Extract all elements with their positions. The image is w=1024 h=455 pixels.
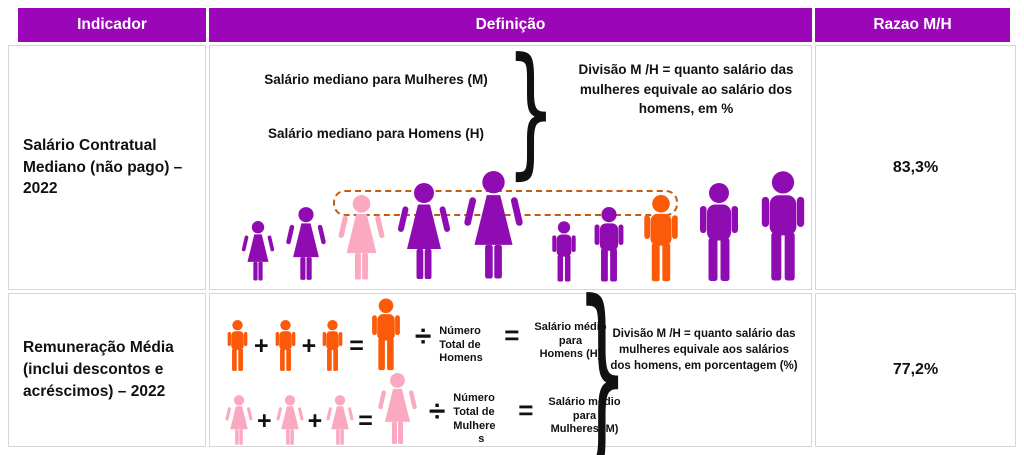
male-figure-icon [371,298,400,371]
women-divisor-label: Número Total de Mulhere s [453,392,496,446]
ratio-cell-median-salary: 83,3% [815,45,1016,290]
plus-sign: + [301,332,317,360]
median-men-label: Salário mediano para Homens (H) [267,126,485,141]
men-result-label: Salário médio para Homens (H) [534,320,607,361]
indicator-text-average-pay: Remuneração Média (inclui descontos e ac… [23,339,174,400]
ratio-value-median: 83,3% [892,158,939,176]
divide-sign: ÷ [428,395,446,428]
men-average-equation: + + = ÷ Número Total de [224,298,612,372]
header-razao-mh: Razao M/H [815,8,1010,42]
male-figure-icon [227,320,248,371]
male-figure-icon [275,320,295,371]
male-figure-icon [322,320,343,371]
equals-sign: = [518,395,534,425]
indicator-text-median-salary: Salário Contratual Mediano (não pago) – … [23,136,183,198]
female-figure-icon [464,171,523,279]
curly-brace-icon: } [576,260,629,455]
plus-sign: + [307,407,323,435]
women-average-equation: + + = ÷ Número Total de Mulhere s = [224,373,626,447]
female-figure-icon [397,183,451,279]
divide-sign: ÷ [414,320,432,353]
ratio-cell-average-pay: 77,2% [815,293,1016,447]
women-figures-group [240,171,526,283]
curly-brace-icon: } [506,28,556,193]
header-indicador: Indicador [18,8,206,42]
female-figure-icon [326,395,354,445]
median-highlight-box [333,190,678,216]
header-definicao: Definição [209,8,812,42]
division-note-average: Divisão M /H = quanto salário das mulher… [610,328,798,373]
male-figure-icon [761,171,805,281]
ratio-value-average: 77,2% [892,361,939,378]
equals-sign: = [358,407,373,435]
female-figure-icon [225,395,253,445]
men-divisor-label: Número Total de Homens [439,324,483,365]
female-figure-icon [338,195,385,280]
male-figure-icon [594,207,624,282]
indicator-cell-median-salary: Salário Contratual Mediano (não pago) – … [8,45,206,290]
equals-sign: = [349,332,364,360]
female-figure-icon [378,373,417,445]
definition-cell-median-salary: Salário mediano para Mulheres (M) Salári… [209,40,812,290]
plus-sign: + [254,332,269,360]
definition-cell-average-pay: + + = ÷ Número Total de [209,276,812,455]
female-figure-icon [276,395,304,445]
women-sum-figures: + + = [224,373,419,447]
equals-sign: = [504,320,520,350]
female-figure-icon [286,207,326,280]
male-figure-icon [644,195,678,282]
women-result-label: Salário médio para Mulheres (M) [548,395,621,436]
men-figures-group [548,171,812,283]
male-figure-icon [700,183,738,281]
indicator-cell-average-pay: Remuneração Média (inclui descontos e ac… [8,293,206,447]
median-women-label: Salário mediano para Mulheres (M) [264,72,488,87]
plus-sign: + [257,407,272,435]
female-figure-icon [241,221,275,281]
male-figure-icon [552,221,576,282]
men-sum-figures: + + = [224,298,405,372]
division-note-median: Divisão M /H = quanto salário das mulher… [578,62,794,117]
